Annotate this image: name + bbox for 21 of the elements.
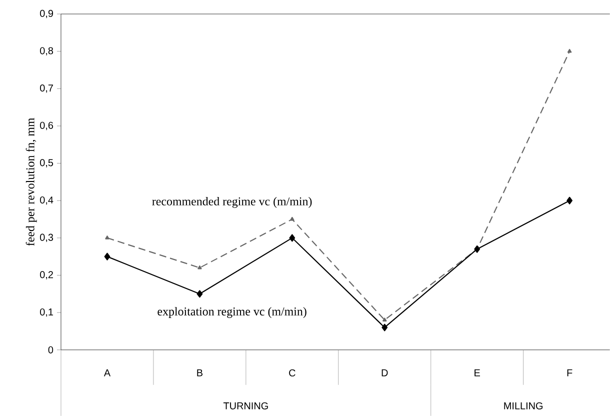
y-tick-label: 0,6 [40, 122, 54, 130]
x-tick-label: A [104, 369, 111, 376]
series-label: recommended regime vc (m/min) [152, 197, 312, 208]
text: exploitation regime vc (m/min) [158, 307, 306, 318]
x-tick-label: B [197, 369, 202, 376]
y-tick-label: 0,1 [40, 308, 53, 317]
y-axis-title: feed per revolution fn, mm [26, 118, 37, 246]
y-tick-label: 0,4 [40, 196, 54, 205]
y-tick-label: 0,2 [40, 271, 53, 280]
x-tick-label: C [289, 369, 296, 376]
text: MILLING [504, 402, 543, 410]
y-tick-label: 0,9 [40, 10, 54, 18]
y-tick-label: 0,8 [40, 47, 54, 56]
text: TURNING [223, 402, 268, 410]
x-tick-label: F [567, 369, 572, 376]
y-tick-label: 0 [48, 346, 54, 354]
y-tick-label: 0,7 [40, 84, 53, 93]
y-tick-label: 0,3 [40, 234, 54, 242]
y-tick-label: 0,5 [40, 159, 54, 168]
x-tick-label: E [474, 369, 480, 376]
x-tick-label: D [382, 369, 388, 376]
